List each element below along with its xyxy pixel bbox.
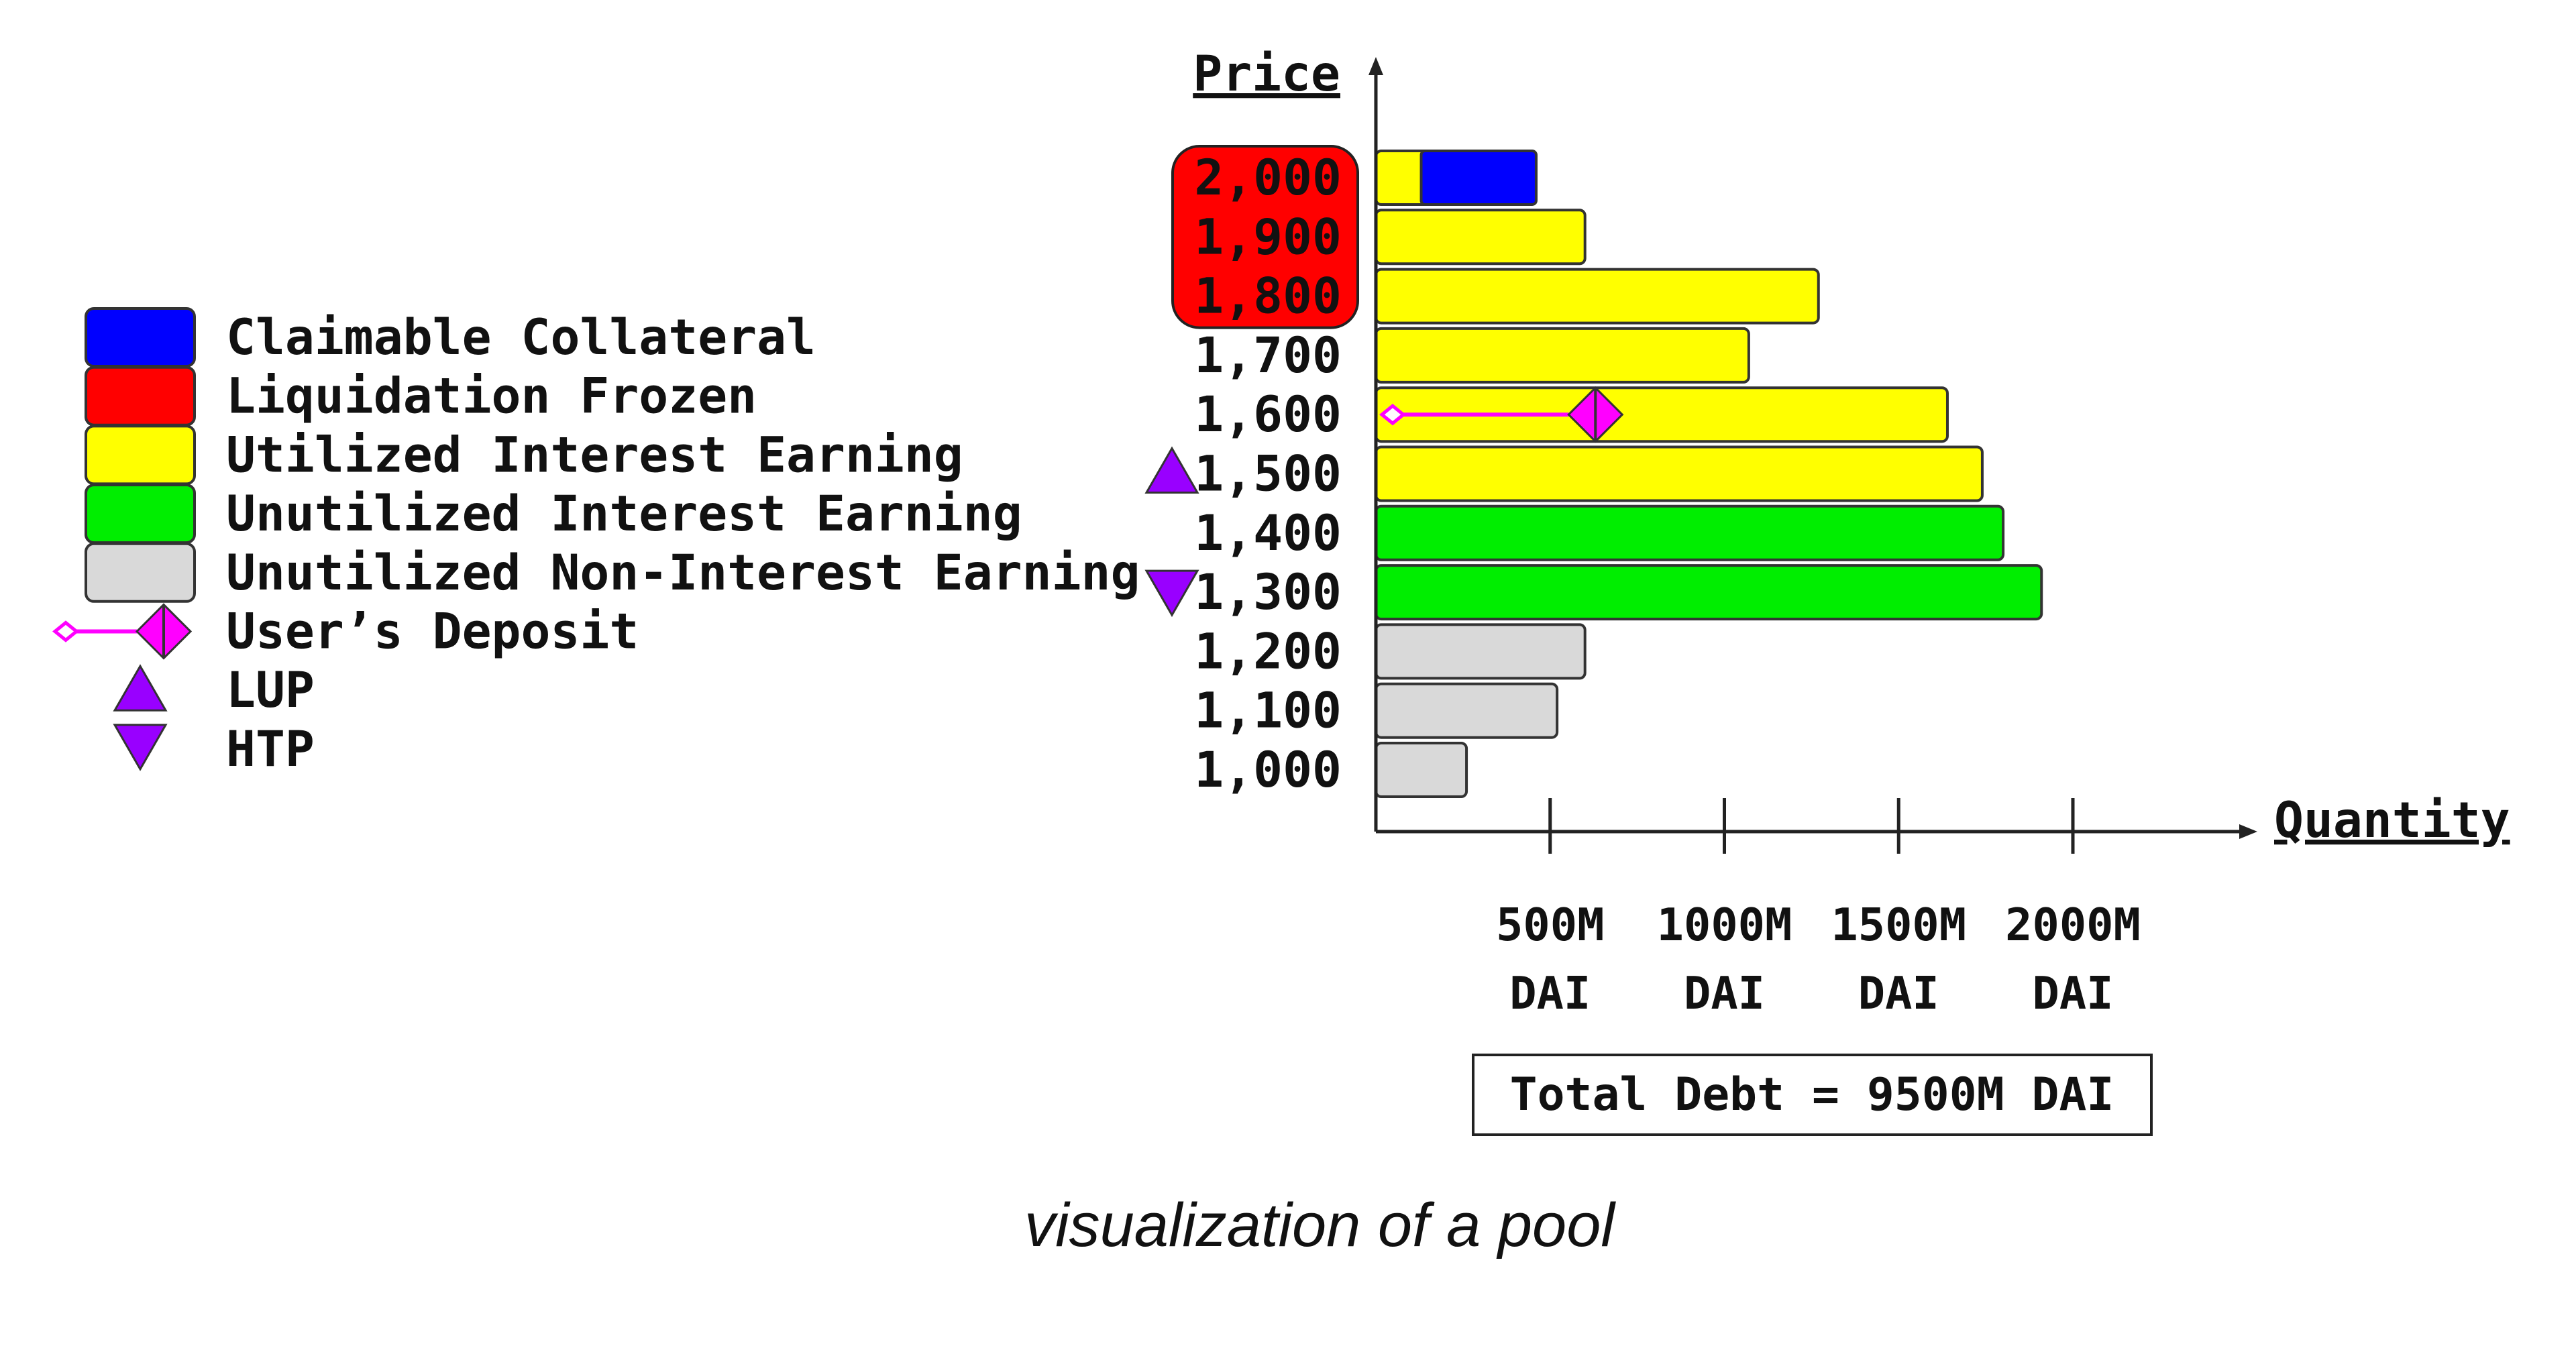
x-tick-label: 1500M xyxy=(1831,899,1966,951)
legend-label: Claimable Collateral xyxy=(226,309,816,366)
total-debt-label: Total Debt = 9500M DAI xyxy=(1510,1068,2114,1121)
liquidation-frozen-highlight xyxy=(1171,145,1359,329)
legend-item: LUP xyxy=(113,662,315,719)
bar xyxy=(1375,564,2043,621)
legend-item: Utilized Interest Earning xyxy=(85,425,963,486)
price-label: 1,000 xyxy=(1194,742,1342,799)
axes: Price Quantity xyxy=(1193,46,2510,849)
lup-marker xyxy=(1144,446,1199,494)
price-label: 1,800 xyxy=(1194,268,1342,325)
total-debt-box: Total Debt = 9500M DAI xyxy=(1472,1054,2153,1136)
price-labels: 2,0001,9001,8001,7001,6001,5001,4001,300… xyxy=(1194,150,1342,799)
x-tick-label: 500M xyxy=(1496,899,1604,951)
markers xyxy=(1144,386,1624,618)
legend-item: HTP xyxy=(113,721,315,778)
y-axis-title: Price xyxy=(1193,46,1340,103)
legend-lup-marker xyxy=(113,664,168,712)
legend-item: Unutilized Non-Interest Earning xyxy=(85,542,1140,603)
legend-swatch xyxy=(85,484,196,545)
bar xyxy=(1375,742,1468,798)
bar xyxy=(1375,504,2005,561)
total-debt-frame xyxy=(1472,1054,2153,1136)
bar xyxy=(1375,327,1750,384)
price-label: 1,500 xyxy=(1194,446,1342,503)
price-label: 1,100 xyxy=(1194,683,1342,740)
price-label: 1,300 xyxy=(1194,564,1342,621)
htp-marker xyxy=(1144,569,1199,618)
x-tick-label: DAI xyxy=(1509,967,1591,1019)
legend-label: Utilized Interest Earning xyxy=(226,427,963,484)
price-label: 1,400 xyxy=(1194,505,1342,562)
legend-swatch xyxy=(85,365,196,427)
legend-item: Claimable Collateral xyxy=(85,307,816,368)
legend-label: Unutilized Interest Earning xyxy=(226,486,1022,543)
x-tick-label: DAI xyxy=(1684,967,1765,1019)
legend-label: HTP xyxy=(226,721,315,778)
x-axis-title: Quantity xyxy=(2274,792,2510,849)
x-tick-label: DAI xyxy=(1858,967,1939,1019)
legend-label: LUP xyxy=(226,662,315,719)
bar xyxy=(1375,268,1820,325)
legend-label: Unutilized Non-Interest Earning xyxy=(226,545,1140,602)
legend-swatch xyxy=(85,425,196,486)
claimable-collateral-bar xyxy=(1419,150,1538,206)
x-axis-arrow xyxy=(2239,824,2257,839)
legend-item: Liquidation Frozen xyxy=(85,365,757,427)
bar xyxy=(1375,209,1587,266)
price-label: 1,900 xyxy=(1194,209,1342,266)
legend-swatch xyxy=(85,542,196,603)
x-tick-label: 1000M xyxy=(1657,899,1792,951)
price-label: 2,000 xyxy=(1194,150,1342,207)
bar xyxy=(1375,623,1587,680)
legend-deposit-marker xyxy=(52,603,193,660)
legend-item: User’s Deposit xyxy=(52,603,639,661)
figure-caption: visualization of a pool xyxy=(1024,1191,1616,1259)
legend-item: Unutilized Interest Earning xyxy=(85,484,1022,545)
x-ticks: 500M DAI 1000M DAI 1500M DAI 2000M DAI xyxy=(1496,798,2141,1019)
bars xyxy=(1375,150,2043,798)
bar xyxy=(1375,682,1559,739)
bar xyxy=(1375,445,1984,502)
legend-htp-marker xyxy=(113,724,168,771)
x-tick-label: DAI xyxy=(2032,967,2113,1019)
price-label: 1,200 xyxy=(1194,623,1342,680)
user-deposit-marker xyxy=(1379,386,1624,443)
y-axis-arrow xyxy=(1368,57,1383,75)
price-label: 1,600 xyxy=(1194,386,1342,443)
liquidation-frozen-box xyxy=(1171,145,1359,329)
price-label: 1,700 xyxy=(1194,327,1342,384)
x-tick-label: 2000M xyxy=(2005,899,2141,951)
legend-label: User’s Deposit xyxy=(226,604,639,661)
legend-swatch xyxy=(85,307,196,368)
legend-label: Liquidation Frozen xyxy=(226,368,757,425)
